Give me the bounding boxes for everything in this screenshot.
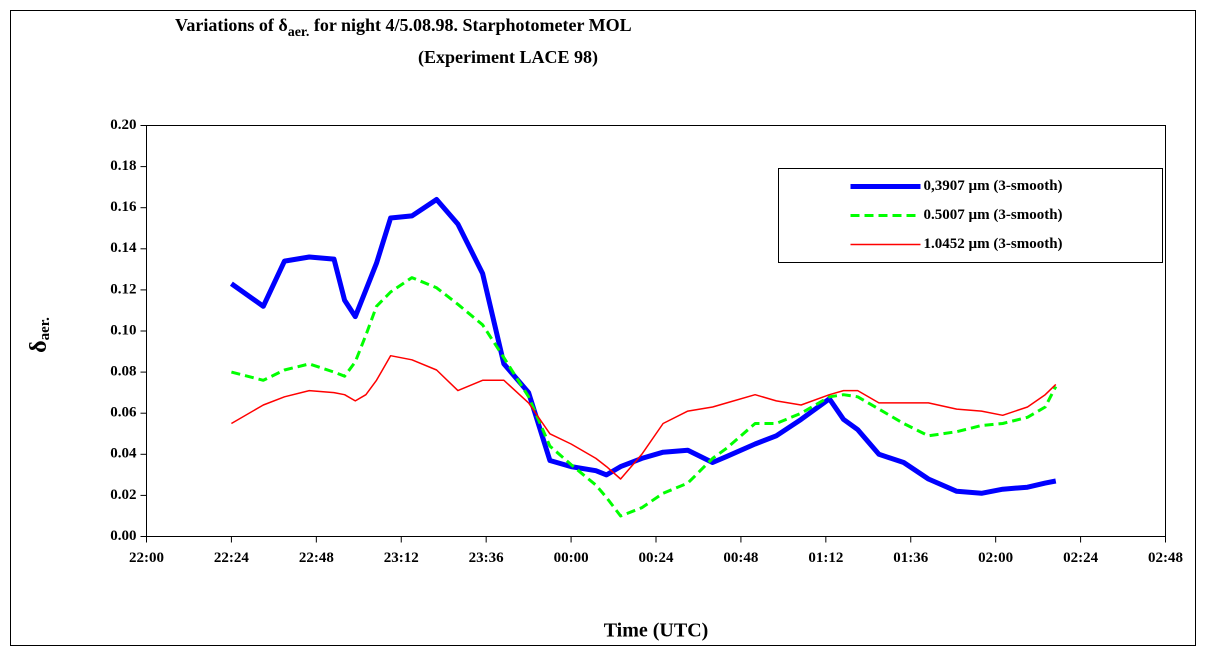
y-tick-label: 0.02 — [110, 487, 136, 503]
y-tick-label: 0.08 — [110, 364, 136, 380]
x-tick-label: 23:12 — [384, 550, 419, 566]
x-tick-label: 22:24 — [214, 550, 249, 566]
chart-subtitle: (Experiment LACE 98) — [418, 47, 598, 68]
y-tick-label: 0.00 — [110, 528, 136, 544]
title-pre: Variations of δ — [175, 15, 288, 35]
series-line — [229, 197, 1057, 496]
series-line — [231, 276, 1058, 518]
chart-title: Variations of δaer. for night 4/5.08.98.… — [175, 15, 632, 40]
x-tick-label: 00:48 — [723, 550, 758, 566]
title-post: for night 4/5.08.98. Starphotometer MOL — [309, 15, 631, 35]
y-title-sub: aer. — [37, 317, 53, 340]
y-tick-label: 0.04 — [110, 446, 137, 462]
x-tick-label: 02:48 — [1148, 550, 1183, 566]
y-tick-label: 0.10 — [110, 322, 136, 338]
legend-label: 1.0452 µm (3-smooth) — [924, 236, 1063, 252]
y-tick-label: 0.20 — [110, 117, 136, 133]
x-tick-label: 00:24 — [639, 550, 674, 566]
x-tick-label: 22:00 — [129, 550, 164, 566]
x-tick-label: 02:00 — [978, 550, 1013, 566]
y-tick-label: 0.12 — [110, 281, 136, 297]
x-tick-label: 22:48 — [299, 550, 334, 566]
chart-border — [10, 10, 1196, 646]
x-tick-label: 01:12 — [808, 550, 843, 566]
y-tick-label: 0.16 — [110, 199, 137, 215]
y-tick-label: 0.14 — [110, 240, 137, 256]
series-line — [231, 354, 1057, 480]
y-axis-title: δaer. — [26, 317, 54, 353]
y-tick-label: 0.18 — [110, 158, 136, 174]
x-tick-label: 01:36 — [893, 550, 928, 566]
x-tick-label: 23:36 — [469, 550, 504, 566]
legend-box — [778, 168, 1163, 263]
legend-label: 0,3907 µm (3-smooth) — [924, 178, 1063, 194]
legend-label: 0.5007 µm (3-smooth) — [924, 207, 1063, 223]
y-title-main: δ — [26, 340, 52, 352]
title-sub: aer. — [288, 25, 310, 40]
x-axis-title: Time (UTC) — [604, 620, 709, 642]
x-tick-label: 00:00 — [554, 550, 589, 566]
y-tick-label: 0.06 — [110, 405, 137, 421]
x-tick-label: 02:24 — [1063, 550, 1098, 566]
